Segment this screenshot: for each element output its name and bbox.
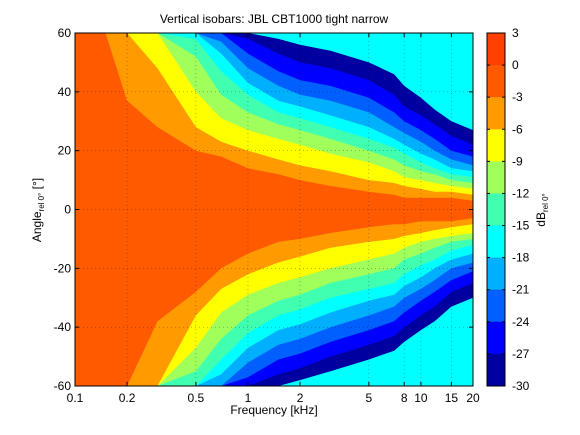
colorbar-frame [486, 32, 506, 387]
y-tick-label: 60 [58, 26, 72, 40]
colorbar-label-main: dB [534, 212, 548, 227]
y-axis-label-main: Angle [30, 211, 44, 242]
colorbar-band [487, 289, 505, 323]
colorbar-tick-label: -18 [512, 251, 530, 265]
y-axis: -60 -40 -20 0 20 40 60 [54, 26, 473, 393]
colorbar-band [487, 353, 505, 387]
y-tick-label: 40 [58, 85, 72, 99]
colorbar-tick-label: -21 [512, 283, 530, 297]
colorbar-band [487, 225, 505, 258]
colorbar-tick-label: -15 [512, 219, 530, 233]
y-tick-label: -40 [54, 320, 72, 334]
y-axis-label: Anglerel 0° [°] [30, 178, 46, 242]
colorbar-band [487, 321, 505, 355]
colorbar-tick-label: -3 [512, 90, 523, 104]
x-tick-label: 1 [245, 391, 252, 405]
colorbar-tick-label: -12 [512, 186, 530, 200]
isobar-contours [75, 33, 473, 386]
y-tick-label: 0 [64, 203, 71, 217]
colorbar-tick-label: -6 [512, 122, 523, 136]
colorbar-label-sub: rel 0° [541, 193, 550, 212]
colorbar-band [487, 257, 505, 291]
colorbar [486, 32, 506, 387]
x-tick-label: 8 [401, 391, 408, 405]
colorbar-tick-label: -30 [512, 379, 530, 393]
y-tick-label: 20 [58, 144, 72, 158]
colorbar-band [487, 97, 505, 130]
x-tick-label: 0.2 [119, 391, 136, 405]
colorbar-tick-label: -9 [512, 154, 523, 168]
x-axis: 0.1 0.2 0.5 1 2 5 8 10 15 20 [67, 33, 480, 405]
colorbar-label: dBrel 0° [534, 193, 550, 226]
y-axis-label-sub: rel 0° [37, 193, 46, 212]
colorbar-ticks: 3 0 -3 -6 -9 -12 -15 -18 -21 -24 -27 -30 [487, 26, 530, 393]
colorbar-band [487, 161, 505, 194]
colorbar-tick-label: 0 [512, 58, 519, 72]
colorbar-band [487, 129, 505, 162]
x-axis-label: Frequency [kHz] [230, 403, 317, 417]
colorbar-tick-label: 3 [512, 26, 519, 40]
colorbar-band [487, 33, 505, 66]
y-tick-label: -60 [54, 379, 72, 393]
chart-title: Vertical isobars: JBL CBT1000 tight narr… [160, 12, 389, 26]
colorbar-tick-label: -24 [512, 315, 530, 329]
x-tick-label: 0.1 [67, 391, 84, 405]
y-tick-label: -20 [54, 261, 72, 275]
x-tick-label: 10 [414, 391, 428, 405]
y-axis-label-unit: [°] [30, 178, 44, 193]
colorbar-band [487, 65, 505, 98]
colorbar-tick-label: -27 [512, 347, 530, 361]
x-tick-label: 15 [445, 391, 459, 405]
colorbar-band [487, 193, 505, 226]
x-tick-label: 2 [297, 391, 304, 405]
x-tick-label: 0.5 [188, 391, 205, 405]
isobar-band--3 [75, 33, 473, 386]
x-tick-label: 5 [366, 391, 373, 405]
plot-area: 0.1 0.2 0.5 1 2 5 8 10 15 20 -60 -40 -20 0 20 40 60 [54, 26, 480, 405]
x-tick-label: 20 [466, 391, 480, 405]
